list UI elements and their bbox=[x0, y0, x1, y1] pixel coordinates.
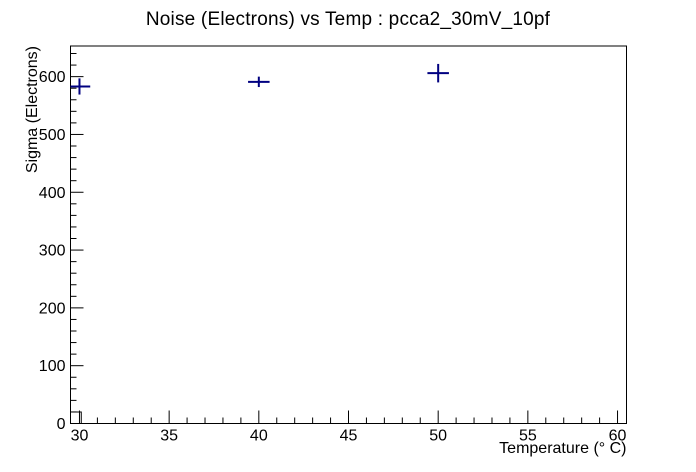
x-tick-label: 60 bbox=[609, 428, 627, 445]
x-tick-label: 30 bbox=[71, 428, 89, 445]
x-tick-label: 40 bbox=[250, 428, 268, 445]
x-tick-label: 45 bbox=[340, 428, 358, 445]
x-tick-label: 55 bbox=[519, 428, 537, 445]
y-tick-label: 0 bbox=[57, 416, 66, 433]
plot-frame bbox=[70, 45, 627, 424]
chart-title: Noise (Electrons) vs Temp : pcca2_30mV_1… bbox=[145, 9, 551, 30]
y-tick-label: 100 bbox=[39, 358, 66, 375]
y-tick-label: 400 bbox=[39, 185, 66, 202]
x-axis-title: Temperature (° C) bbox=[499, 440, 626, 457]
y-tick-label: 600 bbox=[39, 69, 66, 86]
y-axis-title: Sigma (Electrons) bbox=[24, 46, 41, 173]
y-tick-label: 500 bbox=[39, 127, 66, 144]
y-tick-label: 300 bbox=[39, 243, 66, 260]
x-tick-label: 50 bbox=[429, 428, 447, 445]
x-tick-label: 35 bbox=[160, 428, 178, 445]
y-tick-label: 200 bbox=[39, 300, 66, 317]
